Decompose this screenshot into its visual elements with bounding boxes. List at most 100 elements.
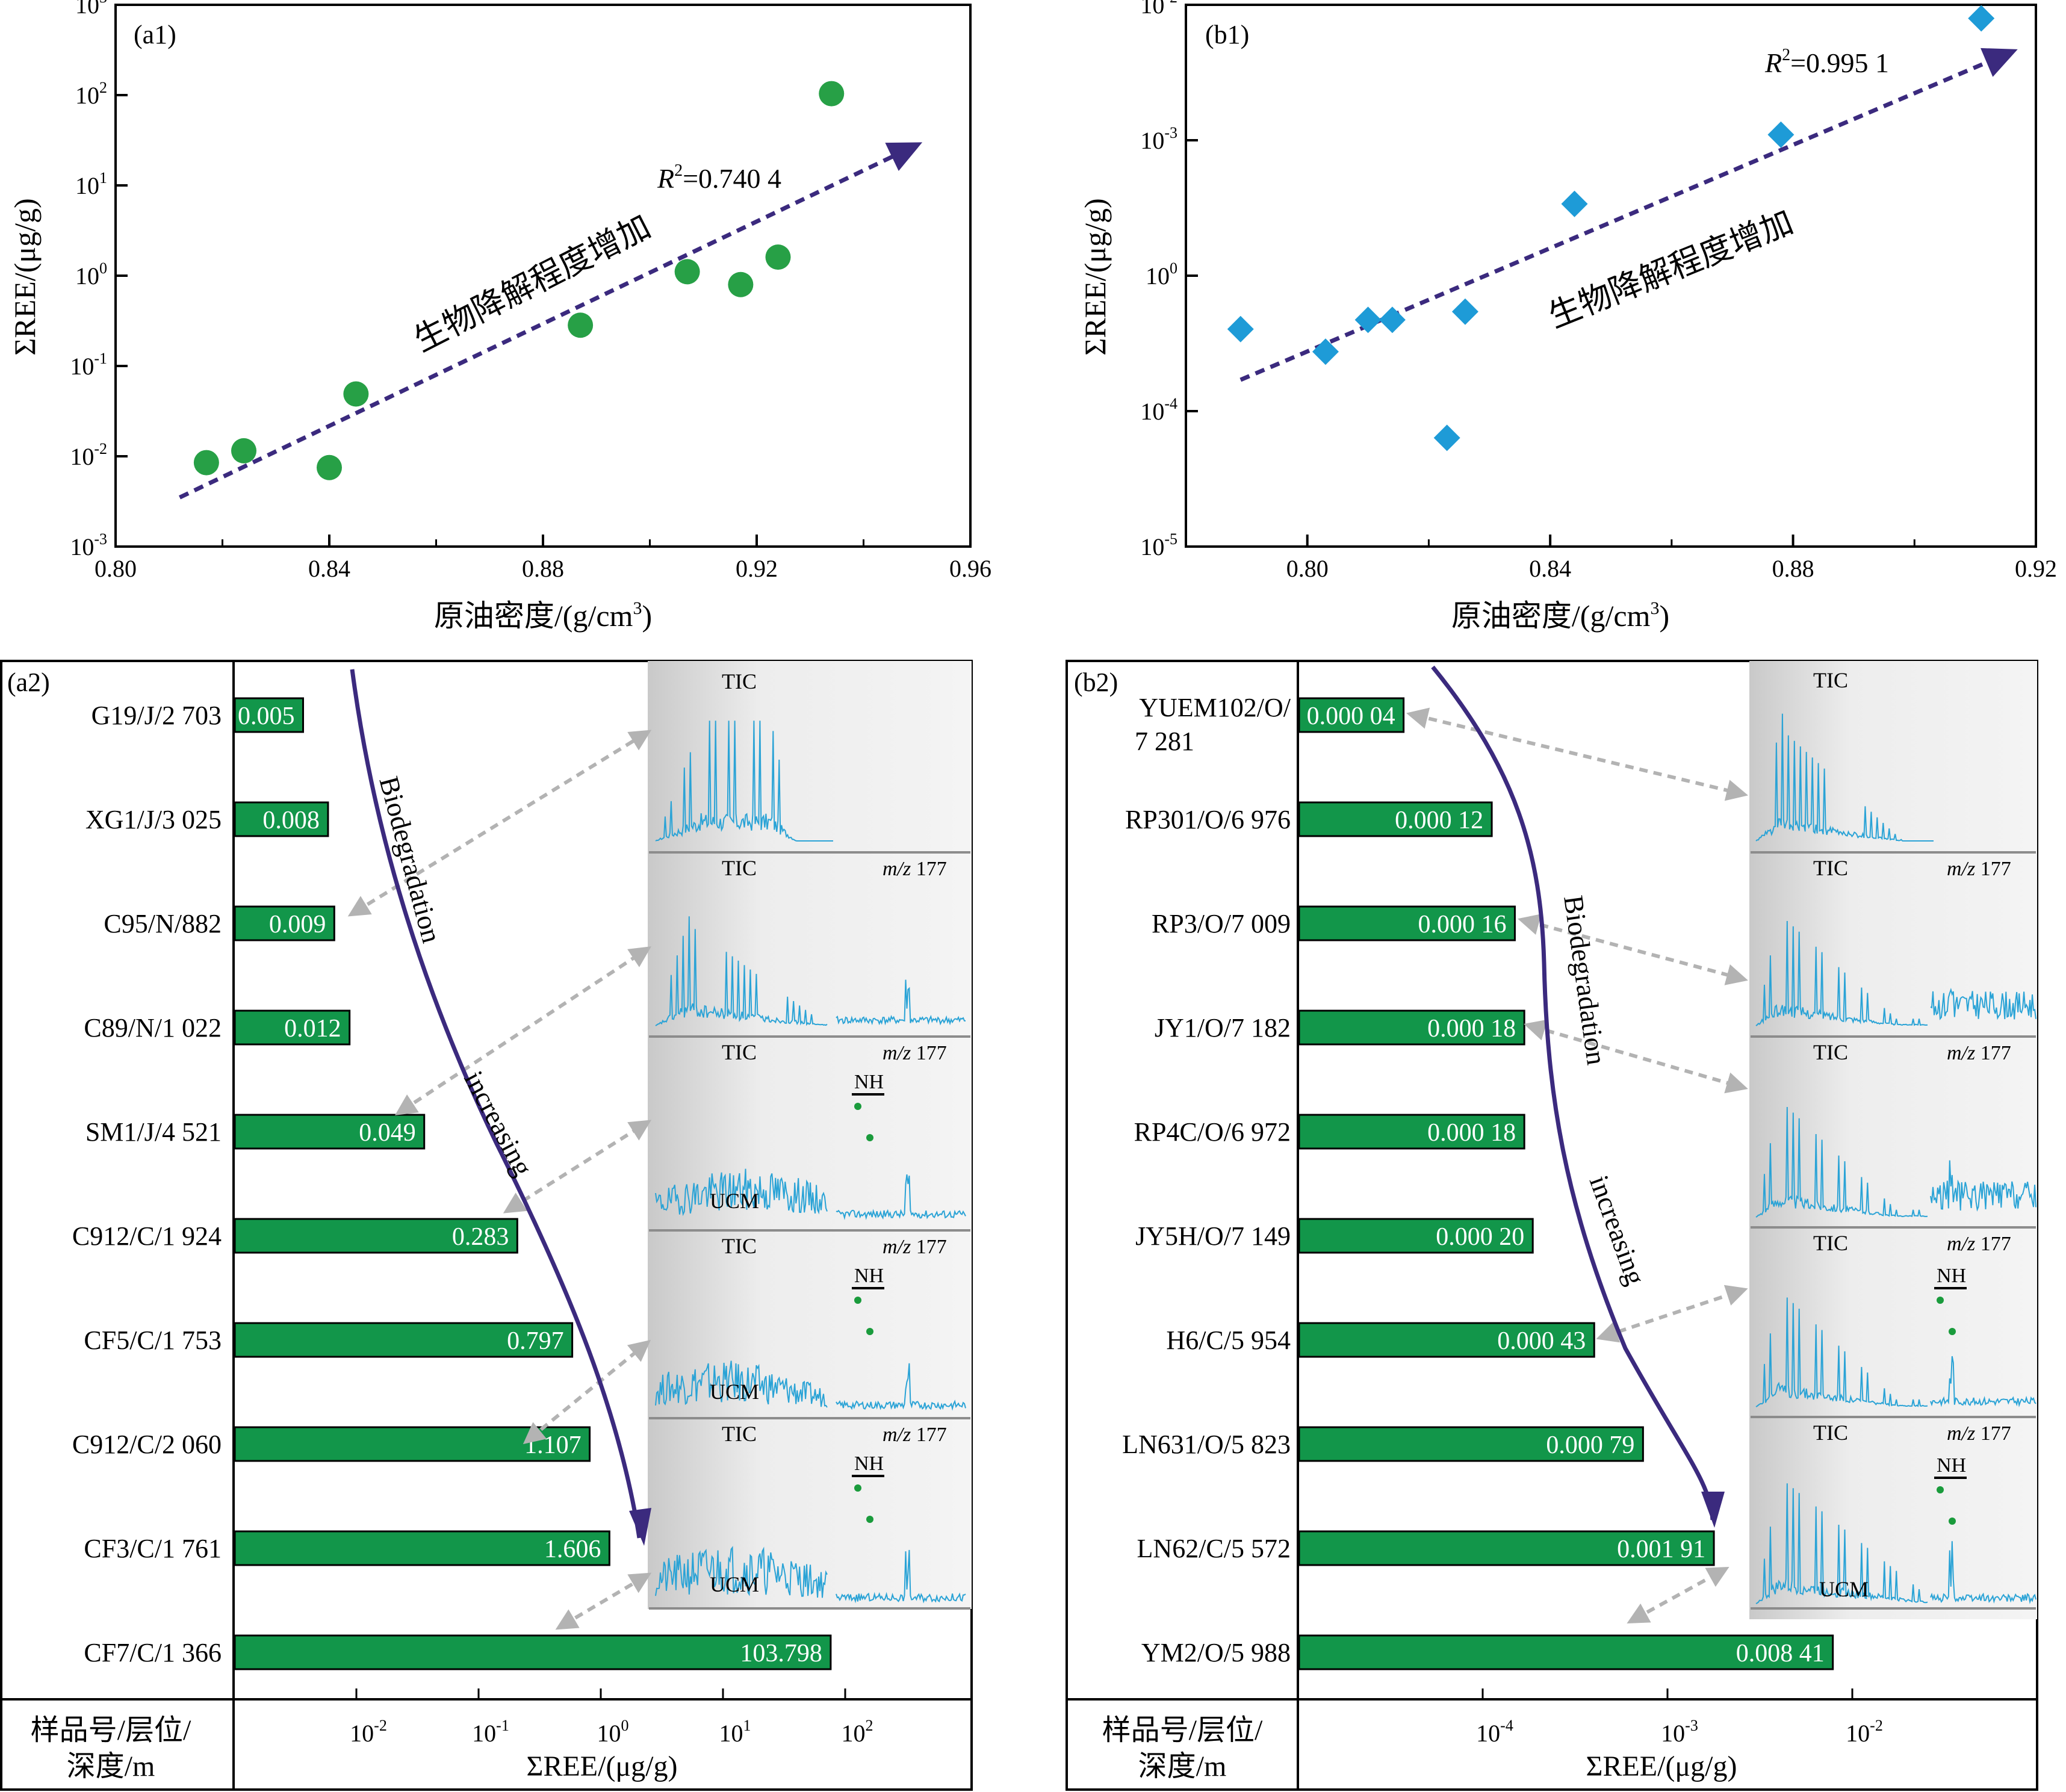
bar-value-label: 0.000 12 — [1395, 807, 1483, 834]
tic-label: TIC — [722, 1422, 757, 1446]
chromatogram-background — [648, 661, 972, 1609]
x-axis: 10-2 10-1 100 101 102 — [350, 1688, 873, 1747]
chromatogram-trace — [1755, 713, 1934, 842]
trend-text-2: increasing — [1584, 1171, 1652, 1289]
mz-label: m/z 177 — [883, 1236, 947, 1258]
bar — [1298, 801, 1493, 837]
nh-dot — [866, 1328, 873, 1335]
x-tick-label: 10-2 — [350, 1717, 387, 1747]
data-point — [343, 381, 369, 407]
y-axis: 10-3 10-2 10-1 100 101 102 103 — [70, 0, 128, 560]
data-point — [765, 244, 791, 270]
x-tick-label: 101 — [719, 1717, 751, 1747]
bar — [1298, 1426, 1644, 1462]
sample-label: YM2/O/5 988 — [1141, 1638, 1291, 1667]
data-point — [231, 438, 256, 464]
bar-value-label: 0.000 20 — [1436, 1223, 1524, 1251]
bar — [234, 1322, 574, 1358]
sample-label: C89/N/1 022 — [84, 1013, 222, 1043]
y-tick-label: 10-1 — [70, 350, 107, 380]
r-squared-label: R2=0.995 1 — [1764, 46, 1889, 78]
chromatogram-trace — [836, 1174, 966, 1220]
tic-label: TIC — [722, 669, 757, 693]
nh-dot — [854, 1297, 861, 1304]
nh-label: NH — [1937, 1265, 1966, 1287]
x-axis-label: 原油密度/(g/cm3) — [1451, 598, 1669, 633]
bar — [1298, 905, 1516, 941]
sample-labels: YUEM102/O/7 281 RP301/O/6 976 RP3/O/7 009 J… — [1122, 693, 1291, 1667]
bar-value-label: 0.283 — [452, 1223, 509, 1251]
bar — [1298, 1530, 1715, 1566]
x-tick-label: 0.88 — [1772, 555, 1814, 582]
nh-label: NH — [854, 1265, 884, 1287]
nh-dot — [854, 1484, 861, 1492]
sample-label: JY1/O/7 182 — [1155, 1013, 1291, 1043]
link-arrows — [1406, 707, 1749, 1623]
bar-value-label: 0.005 — [238, 702, 295, 730]
y-tick-label: 10-5 — [1140, 530, 1177, 560]
chromatogram-background — [1749, 661, 2037, 1619]
y-tick-label: 101 — [75, 169, 107, 199]
nh-dot — [1949, 1518, 1956, 1525]
data-point — [1561, 190, 1588, 217]
sample-label: C912/C/1 924 — [72, 1221, 222, 1251]
nh-dot — [1937, 1486, 1944, 1493]
link-arrow — [523, 1339, 651, 1445]
chromatogram-trace — [655, 1546, 828, 1598]
link-arrow — [1406, 707, 1749, 801]
sample-labels: G19/J/2 703 XG1/J/3 025 C95/N/882 C89/N/1 0… — [72, 701, 222, 1667]
bar-panel-b2: (b2) TIC TIC m/z 177 TIC m/z 177 TIC m/z 177 NH… — [1066, 660, 2038, 1791]
y-tick-label: 100 — [1146, 259, 1177, 290]
scatter-panel-a1: (a1) 0.80 0.84 0.88 0.92 0.96 10-310-210-110… — [8, 0, 991, 633]
bar-value-label: 0.000 16 — [1418, 911, 1506, 938]
sample-label: CF5/C/1 753 — [84, 1325, 222, 1355]
bar-value-label: 103.798 — [740, 1640, 822, 1667]
data-point — [1379, 306, 1406, 333]
link-arrow — [1627, 1567, 1729, 1623]
mz-label: m/z 177 — [883, 1424, 947, 1446]
data-points — [1227, 5, 1995, 451]
bar — [1298, 1218, 1534, 1254]
x-axis: 0.80 0.84 0.88 0.92 0.96 — [95, 535, 991, 582]
bar — [234, 1218, 518, 1254]
y-tick-label: 10-2 — [1140, 0, 1177, 19]
y-axis: 10-5 10-4 100 10-3 10-2 — [1140, 0, 1198, 560]
bar — [1298, 1114, 1525, 1150]
nh-dot — [854, 1103, 861, 1110]
trend-arrow-head — [1981, 48, 2018, 77]
trend-arrow-head — [629, 1508, 651, 1546]
chromatogram-trace — [836, 1363, 966, 1411]
data-point — [728, 271, 754, 297]
x-tick-label: 0.84 — [1529, 555, 1571, 582]
mz-label: m/z 177 — [1947, 858, 2011, 880]
data-point — [1354, 306, 1382, 333]
x-tick-label: 10-2 — [1846, 1717, 1883, 1747]
chromatogram-insets: TIC TIC m/z 177 TIC m/z 177 TIC m/z 177 NH TIC m/… — [1751, 668, 2037, 1610]
nh-label: NH — [1937, 1454, 1966, 1477]
link-arrow — [555, 1572, 652, 1630]
sample-label: RP301/O/6 976 — [1125, 805, 1291, 834]
ucm-label: UCM — [1819, 1577, 1869, 1601]
x-tick-label: 10-1 — [472, 1717, 509, 1747]
x-tick-label: 0.80 — [95, 555, 137, 582]
data-point — [1312, 338, 1339, 365]
panel-label: (a1) — [134, 20, 176, 49]
link-arrow — [1596, 1285, 1748, 1343]
data-point — [1227, 315, 1254, 343]
tic-label: TIC — [1813, 856, 1848, 880]
bar — [1298, 1322, 1595, 1358]
data-point — [819, 81, 845, 107]
trend-text-1: Biodegradation — [373, 773, 447, 946]
data-point — [317, 454, 342, 480]
tic-label: TIC — [722, 1040, 757, 1064]
bar-value-label: 0.008 — [262, 807, 320, 834]
chromatogram-trace — [836, 979, 966, 1026]
x-tick-label: 0.80 — [1286, 555, 1329, 582]
ucm-label: UCM — [710, 1572, 759, 1596]
x-tick-label: 10-3 — [1661, 1717, 1698, 1747]
x-tick-label: 0.96 — [949, 555, 991, 582]
bar-value-label: 0.000 18 — [1427, 1119, 1516, 1147]
trend-curve — [350, 669, 642, 1539]
bar — [1298, 1634, 1834, 1670]
